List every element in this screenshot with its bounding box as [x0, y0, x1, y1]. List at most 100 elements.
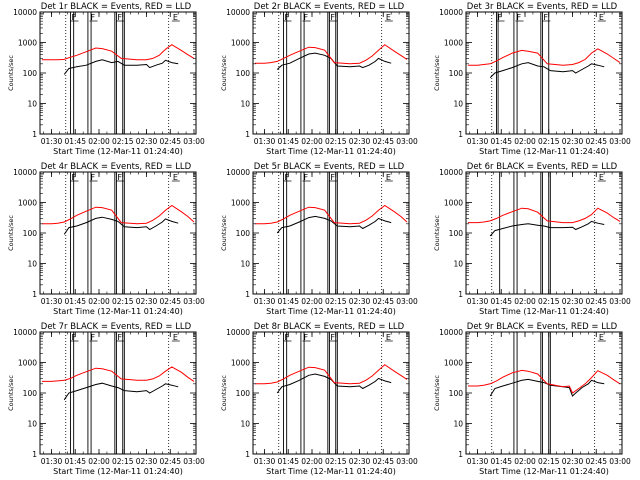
y-tick-label: 10 — [27, 420, 37, 429]
flag-label: F — [330, 173, 335, 182]
x-tick-label: 02:00 — [514, 457, 536, 466]
x-tick-label: 02:00 — [88, 137, 110, 146]
y-axis-label: Counts/sec — [220, 55, 228, 91]
flag-label: F — [72, 173, 77, 182]
series-line-events — [276, 52, 392, 70]
y-tick-label: 10000 — [439, 168, 463, 177]
y-tick-label: 10 — [240, 100, 250, 109]
x-tick-label: 02:15 — [325, 297, 347, 306]
x-tick-label: 02:30 — [349, 297, 371, 306]
x-tick-label: 02:15 — [112, 457, 134, 466]
y-tick-label: 10000 — [439, 8, 463, 17]
plot-frame — [252, 11, 410, 135]
y-tick-label: 1000 — [231, 39, 250, 48]
x-tick-label: 01:30 — [254, 137, 276, 146]
x-tick-label: 02:30 — [349, 137, 371, 146]
x-tick-label: 03:00 — [609, 297, 631, 306]
flag-label: F — [285, 333, 290, 342]
flag-label: F — [91, 173, 96, 182]
y-tick-label: 1000 — [231, 359, 250, 368]
y-tick-label: 10000 — [226, 328, 250, 337]
x-tick-label: 03:00 — [609, 457, 631, 466]
x-tick-label: 03:00 — [183, 457, 205, 466]
x-tick-label: 02:15 — [538, 457, 560, 466]
y-tick-label: 1 — [32, 290, 37, 299]
plot-frame — [465, 11, 623, 135]
x-axis-label: Start Time (12-Mar-11 01:24:40) — [266, 467, 396, 476]
x-tick-label: 02:45 — [159, 457, 181, 466]
x-tick-label: 02:00 — [88, 297, 110, 306]
flag-label: F — [330, 13, 335, 22]
x-tick-label: 02:45 — [372, 297, 394, 306]
y-tick-label: 100 — [236, 229, 251, 238]
y-axis-label: Counts/sec — [7, 375, 15, 411]
flag-label: F — [285, 173, 290, 182]
x-tick-label: 02:00 — [301, 457, 323, 466]
series-line-events — [63, 59, 179, 75]
y-tick-label: 100 — [23, 69, 38, 78]
flag-label: E — [173, 173, 178, 182]
y-tick-label: 100 — [236, 389, 251, 398]
x-axis-label: Start Time (12-Mar-11 01:24:40) — [53, 307, 183, 316]
x-axis-label: Start Time (12-Mar-11 01:24:40) — [479, 147, 609, 156]
flag-label: E — [386, 13, 391, 22]
y-tick-label: 100 — [449, 229, 464, 238]
x-tick-label: 03:00 — [396, 457, 418, 466]
flag-label: F — [517, 13, 522, 22]
flag-label: F — [304, 333, 309, 342]
series-line-lld — [42, 44, 195, 61]
x-tick-label: 01:30 — [467, 137, 489, 146]
y-tick-label: 100 — [449, 69, 464, 78]
y-tick-label: 10000 — [226, 8, 250, 17]
chart-title: Det 1r BLACK = Events, RED = LLD — [41, 2, 192, 12]
y-tick-label: 1 — [458, 290, 463, 299]
x-tick-label: 03:00 — [609, 137, 631, 146]
chart-title: Det 8r BLACK = Events, RED = LLD — [254, 322, 405, 332]
flag-label: F — [91, 13, 96, 22]
y-tick-label: 10000 — [439, 328, 463, 337]
x-tick-label: 01:45 — [64, 297, 86, 306]
y-tick-label: 1 — [32, 450, 37, 459]
x-tick-label: 01:45 — [490, 137, 512, 146]
y-tick-label: 10 — [27, 260, 37, 269]
y-tick-label: 10000 — [13, 328, 37, 337]
series-line-events — [489, 62, 605, 79]
flag-label: E — [599, 13, 604, 22]
x-tick-label: 02:30 — [349, 457, 371, 466]
x-tick-label: 02:45 — [585, 457, 607, 466]
series-line-events — [489, 220, 605, 237]
x-tick-label: 01:30 — [467, 457, 489, 466]
x-tick-label: 01:45 — [277, 297, 299, 306]
series-line-lld — [468, 48, 621, 66]
x-tick-label: 02:15 — [538, 137, 560, 146]
chart-title: Det 6r BLACK = Events, RED = LLD — [467, 162, 618, 172]
series-line-lld — [42, 204, 195, 225]
y-axis-label: Counts/sec — [7, 55, 15, 91]
x-tick-label: 02:30 — [562, 457, 584, 466]
x-tick-label: 01:30 — [41, 297, 63, 306]
x-tick-label: 02:30 — [562, 297, 584, 306]
y-axis-label: Counts/sec — [433, 215, 441, 251]
series-line-lld — [255, 44, 408, 65]
x-tick-label: 01:30 — [41, 137, 63, 146]
x-tick-label: 03:00 — [183, 137, 205, 146]
y-tick-label: 100 — [236, 69, 251, 78]
flag-label: E — [386, 333, 391, 342]
x-tick-label: 01:30 — [41, 457, 63, 466]
series-line-events — [276, 373, 392, 394]
plot-frame — [39, 331, 197, 455]
x-axis-label: Start Time (12-Mar-11 01:24:40) — [266, 307, 396, 316]
x-axis-label: Start Time (12-Mar-11 01:24:40) — [53, 147, 183, 156]
x-tick-label: 02:15 — [538, 297, 560, 306]
flag-label: E — [173, 13, 178, 22]
flag-label: E — [599, 173, 604, 182]
flag-label: F — [304, 173, 309, 182]
x-tick-label: 02:30 — [136, 457, 158, 466]
y-tick-label: 1000 — [231, 199, 250, 208]
flag-label: F — [543, 13, 548, 22]
x-tick-label: 02:45 — [585, 297, 607, 306]
